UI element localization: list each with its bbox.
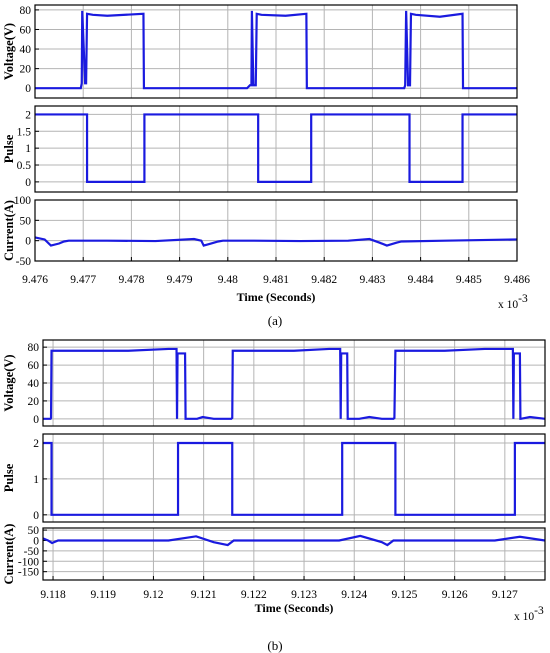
p1-xlabel: Time (Seconds)	[255, 601, 334, 615]
p0-x-multiplier-base: x 10	[498, 299, 518, 311]
p0-s0-series-line-0	[35, 10, 517, 90]
p0-s0-ytick-label-0: 0	[25, 83, 31, 95]
p1-s2-ytick-label-2: -50	[24, 546, 40, 558]
p0-xlabel: Time (Seconds)	[237, 290, 316, 304]
p0-xtick-label-8: 9.484	[408, 274, 434, 286]
p1-s0-ytick-label-4: 80	[28, 342, 40, 354]
caption-b: (b)	[267, 638, 282, 653]
p1-s0-ytick-label-1: 20	[28, 396, 40, 408]
p0-xtick-label-4: 9.48	[218, 274, 238, 286]
p0-s2-ytick-label-0: -50	[16, 256, 32, 268]
p1-s2-series-line-0	[42, 534, 546, 547]
p0-s0-ytick-label-3: 60	[20, 24, 32, 36]
p0-s1-axes-frame	[34, 105, 518, 193]
p0-s2-series-line-0	[34, 236, 518, 247]
p0-s1-ylabel: Pulse	[2, 134, 16, 163]
p1-s1-ytick-label-1: 1	[33, 474, 39, 486]
p0-s2-ytick-label-1: 0	[25, 236, 31, 248]
p1-xtick-label-2: 9.12	[143, 589, 163, 601]
p0-s0-axes-frame	[34, 4, 518, 99]
p0-s1-ytick-label-2: 1	[25, 143, 31, 155]
p0-s2-ylabel: Current(A)	[2, 200, 16, 261]
p1-s0-series-line-0	[43, 347, 546, 420]
p1-s1-ytick-label-0: 0	[33, 510, 39, 522]
p0-x-multiplier-exponent: -3	[518, 293, 528, 305]
p0-s1-series-line-0	[35, 113, 517, 183]
p0-xtick-label-0: 9.476	[22, 274, 48, 286]
p1-s0-ytick-label-3: 60	[28, 360, 40, 372]
p0-xtick-label-5: 9.481	[263, 274, 289, 286]
p1-s0-ytick-label-2: 40	[28, 378, 40, 390]
p1-s2-ylabel: Current(A)	[2, 524, 16, 585]
p1-s1-ytick-label-2: 2	[33, 438, 39, 450]
p1-xtick-label-0: 9.118	[40, 589, 66, 601]
p1-xtick-label-6: 9.124	[341, 589, 367, 601]
p0-s2-ytick-label-3: 100	[14, 195, 32, 207]
p0-xtick-label-7: 9.483	[359, 274, 385, 286]
p0-s1-ytick-label-1: 0.5	[17, 160, 32, 172]
p0-s1-ytick-label-4: 2	[25, 109, 31, 121]
p0-s0-ytick-label-2: 40	[20, 44, 32, 56]
p1-s2-axes-frame	[42, 527, 546, 581]
p0-s0-ytick-label-1: 20	[20, 64, 32, 76]
p1-s0-axes-frame	[42, 339, 546, 427]
p1-s1-series-line-0	[43, 441, 545, 516]
p1-s1-axes-frame	[42, 433, 546, 523]
p0-xtick-label-3: 9.479	[167, 274, 193, 286]
p0-xtick-label-2: 9.478	[118, 274, 144, 286]
p1-xtick-label-4: 9.122	[241, 589, 267, 601]
p0-xtick-label-10: 9.486	[504, 274, 530, 286]
p0-s1-ytick-label-0: 0	[25, 177, 31, 189]
p1-x-multiplier-base: x 10	[514, 611, 534, 623]
p1-xtick-label-3: 9.121	[191, 589, 217, 601]
p0-xtick-label-1: 9.477	[70, 274, 96, 286]
p0-xtick-label-6: 9.482	[311, 274, 337, 286]
caption-a: (a)	[268, 313, 282, 328]
p1-xtick-label-7: 9.125	[392, 589, 418, 601]
p1-s2-ytick-label-4: -150	[18, 567, 39, 579]
p1-xtick-label-1: 9.119	[91, 589, 117, 601]
p0-s0-ylabel: Voltage(V)	[2, 23, 16, 80]
p1-s2-ytick-label-3: -100	[18, 556, 39, 568]
p1-xtick-label-8: 9.126	[442, 589, 468, 601]
p1-s0-ylabel: Voltage(V)	[2, 354, 16, 411]
p1-s2-ytick-label-1: 0	[33, 535, 39, 547]
p0-s1-ytick-label-3: 1.5	[17, 126, 32, 138]
p0-xtick-label-9: 9.485	[456, 274, 482, 286]
p1-s2-ytick-label-0: 50	[28, 525, 40, 537]
p1-s1-ylabel: Pulse	[2, 463, 16, 492]
p0-s2-ytick-label-2: 50	[20, 215, 32, 227]
p1-xtick-label-5: 9.123	[291, 589, 317, 601]
p0-s0-ytick-label-4: 80	[20, 5, 32, 17]
p1-x-multiplier: x 10-3	[514, 605, 544, 623]
p1-s0-ytick-label-0: 0	[33, 414, 39, 426]
p1-x-multiplier-exponent: -3	[534, 605, 544, 617]
p0-x-multiplier: x 10-3	[498, 293, 528, 311]
p1-xtick-label-9: 9.127	[492, 589, 518, 601]
